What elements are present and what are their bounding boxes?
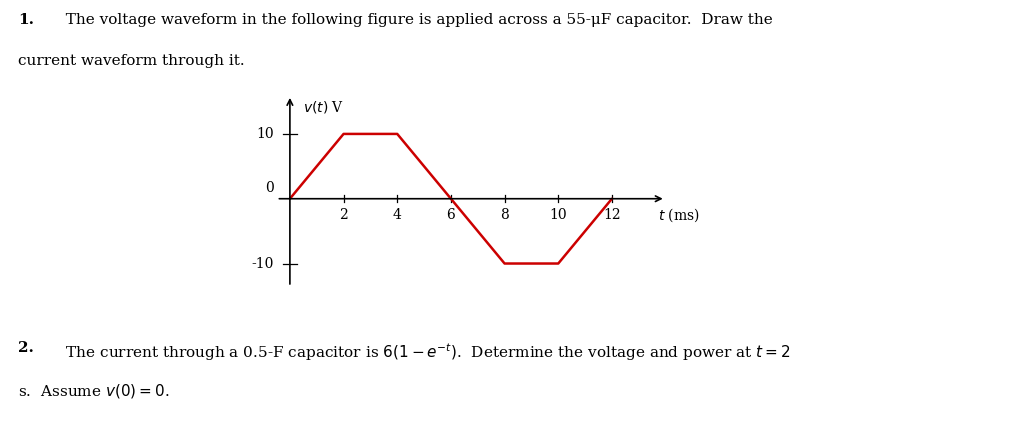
Text: 8: 8 bbox=[500, 208, 509, 222]
Text: 6: 6 bbox=[446, 208, 456, 222]
Text: The current through a 0.5-F capacitor is $6(1 - e^{-t})$.  Determine the voltage: The current through a 0.5-F capacitor is… bbox=[56, 341, 791, 363]
Text: 2.: 2. bbox=[18, 341, 35, 355]
Text: 0: 0 bbox=[265, 181, 273, 195]
Text: $t$ (ms): $t$ (ms) bbox=[658, 206, 699, 224]
Text: 10: 10 bbox=[550, 208, 567, 222]
Text: The voltage waveform in the following figure is applied across a 55-μF capacitor: The voltage waveform in the following fi… bbox=[56, 13, 773, 27]
Text: 4: 4 bbox=[393, 208, 401, 222]
Text: 12: 12 bbox=[603, 208, 621, 222]
Text: 10: 10 bbox=[256, 127, 273, 141]
Text: 2: 2 bbox=[339, 208, 348, 222]
Text: $v(t)$ V: $v(t)$ V bbox=[303, 99, 344, 115]
Text: current waveform through it.: current waveform through it. bbox=[18, 54, 245, 68]
Text: -10: -10 bbox=[252, 257, 273, 270]
Text: s.  Assume $v(0) = 0$.: s. Assume $v(0) = 0$. bbox=[18, 382, 170, 400]
Text: 1.: 1. bbox=[18, 13, 35, 27]
